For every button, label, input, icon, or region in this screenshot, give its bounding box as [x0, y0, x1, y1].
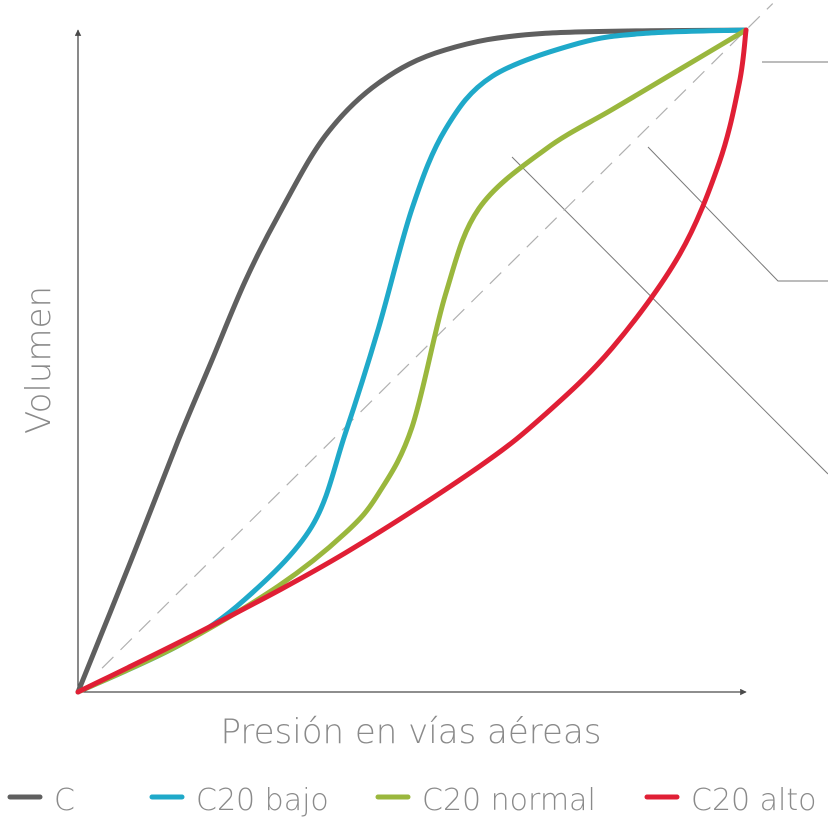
legend-label-c20-alto: C20 alto: [691, 783, 817, 818]
x-axis-label: Presión en vías aéreas: [220, 712, 601, 752]
series-line-c: [75, 27, 749, 695]
leader-line-middle: [647, 146, 828, 282]
series-line-c20-alto: [75, 27, 749, 695]
legend-label-c: C: [54, 783, 75, 818]
y-axis-label: Volumen: [19, 286, 59, 434]
legend-item-c20-bajo: C20 bajo: [149, 783, 329, 818]
series-line-c20-bajo: [75, 27, 749, 695]
legend-label-c20-bajo: C20 bajo: [196, 783, 329, 818]
reference-dashed-line: [101, 3, 774, 669]
leader-line-lower: [511, 156, 828, 475]
legend-item-c20-alto: C20 alto: [644, 783, 817, 818]
legend-item-c: C: [7, 783, 75, 818]
legend: C C20 bajo C20 normal C20 alto: [7, 783, 817, 818]
legend-item-c20-normal: C20 normal: [375, 783, 596, 818]
legend-label-c20-normal: C20 normal: [422, 783, 596, 818]
series-group: [75, 27, 749, 695]
